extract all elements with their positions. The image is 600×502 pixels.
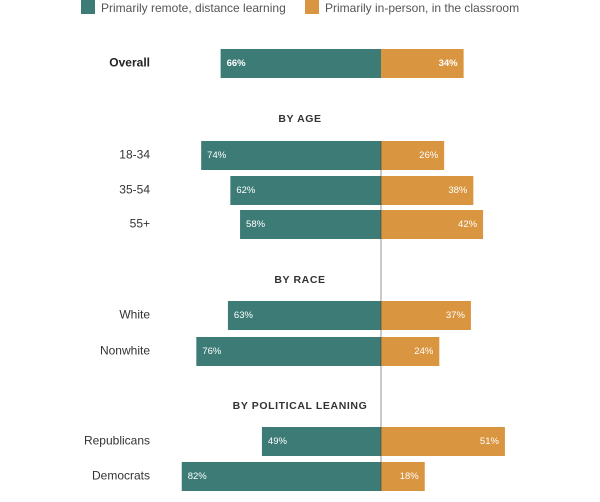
bar-remote — [227, 301, 381, 330]
row-label: 18-34 — [119, 148, 150, 162]
bar-remote — [240, 210, 381, 239]
bar-label-remote: 76% — [202, 346, 222, 357]
bar-remote — [201, 141, 381, 170]
row-label: White — [119, 308, 150, 322]
bar-label-inperson: 42% — [458, 219, 478, 230]
section-title: BY RACE — [274, 274, 325, 286]
bar-remote — [261, 427, 381, 456]
bar-label-remote: 49% — [268, 436, 288, 447]
row-label: Overall — [109, 56, 150, 70]
bar-remote — [181, 462, 381, 491]
row-label: Republicans — [84, 434, 150, 448]
bar-remote — [196, 337, 381, 366]
row-label: Democrats — [92, 469, 150, 483]
legend-swatch-remote — [81, 0, 95, 14]
bar-inperson — [381, 210, 484, 239]
bar-inperson — [381, 49, 464, 78]
bar-label-inperson: 18% — [400, 471, 420, 482]
bar-label-inperson: 24% — [414, 346, 434, 357]
bar-label-remote: 74% — [207, 150, 227, 161]
bar-label-remote: 63% — [234, 310, 254, 321]
bar-label-remote: 82% — [188, 471, 208, 482]
bar-label-inperson: 26% — [419, 150, 439, 161]
bar-inperson — [381, 141, 445, 170]
bar-inperson — [381, 301, 471, 330]
bar-remote — [220, 49, 381, 78]
bar-label-inperson: 38% — [448, 185, 468, 196]
section-title: BY POLITICAL LEANING — [233, 400, 368, 412]
legend: Primarily remote, distance learning Prim… — [81, 0, 519, 15]
legend-swatch-inperson — [305, 0, 319, 14]
legend-label-remote: Primarily remote, distance learning — [101, 1, 286, 15]
bar-label-inperson: 51% — [480, 436, 500, 447]
bar-label-inperson: 37% — [446, 310, 466, 321]
bar-label-inperson: 34% — [439, 58, 459, 69]
bar-label-remote: 62% — [236, 185, 256, 196]
bar-inperson — [381, 176, 474, 205]
row-label: 55+ — [130, 217, 150, 231]
bar-remote — [230, 176, 381, 205]
legend-label-inperson: Primarily in-person, in the classroom — [325, 1, 519, 15]
bar-inperson — [381, 462, 425, 491]
bar-label-remote: 66% — [227, 58, 247, 69]
plot-area: Overall 66% 34% BY AGE 18-34 74% 26% 35-54 62% 38… — [84, 49, 505, 491]
bar-inperson — [381, 337, 440, 366]
bar-label-remote: 58% — [246, 219, 266, 230]
row-label: 35-54 — [119, 183, 150, 197]
bar-inperson — [381, 427, 505, 456]
section-title: BY AGE — [278, 113, 321, 125]
row-label: Nonwhite — [100, 344, 150, 358]
